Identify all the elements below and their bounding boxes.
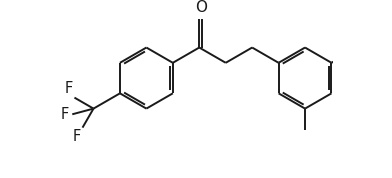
Text: F: F (65, 81, 73, 96)
Text: F: F (73, 129, 81, 144)
Text: O: O (195, 1, 207, 15)
Text: F: F (61, 107, 69, 122)
